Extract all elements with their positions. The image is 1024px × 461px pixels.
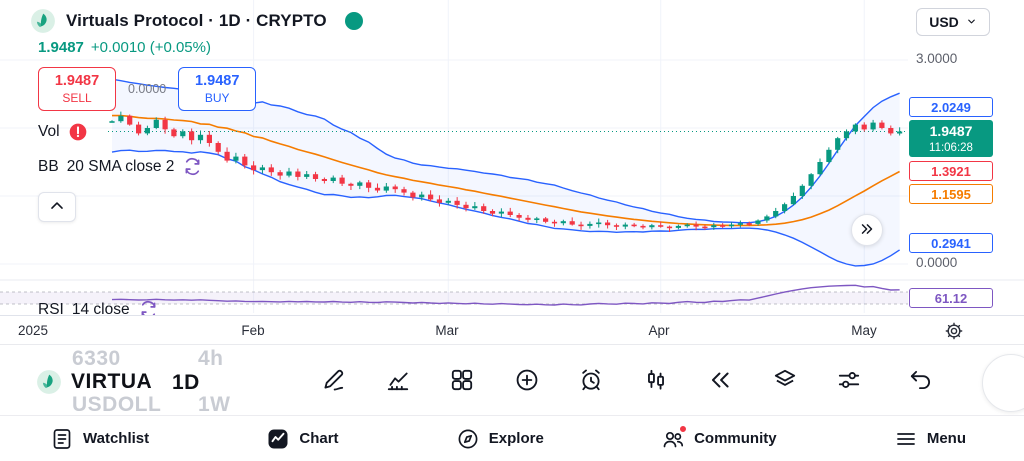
bollinger-legend: BB 20 SMA close 2 — [38, 156, 203, 177]
gear-icon[interactable] — [944, 321, 964, 344]
chart-toolbar: 6330 4h VIRTUA 1D USDOLL 1W — [0, 346, 1024, 416]
trade-buttons: 1.9487 SELL 0.0000 1.9487 BUY — [38, 67, 257, 111]
axis-month-label: Feb — [241, 323, 265, 338]
last-price-label: 1.9487 11:06:28 — [909, 120, 993, 157]
replay-icon[interactable] — [707, 367, 733, 393]
spread-value: 0.0000 — [128, 82, 167, 96]
rsi-legend: RSI 14 close — [38, 299, 159, 320]
axis-year-label: 2025 — [18, 323, 49, 338]
interval-option-below[interactable]: 1W — [198, 393, 231, 416]
volume-legend: Vol — [38, 122, 88, 142]
sell-price: 1.9487 — [54, 73, 100, 90]
rsi-label: RSI — [38, 300, 64, 318]
axis-month-label: May — [851, 323, 877, 338]
bb-params: 20 SMA close 2 — [66, 157, 175, 175]
notification-dot — [679, 424, 688, 433]
last-price: 1.9487 — [38, 39, 84, 56]
leaf-logo-icon — [30, 8, 56, 34]
layout-grid-icon[interactable] — [449, 367, 475, 393]
interval-current-label: 1D — [172, 371, 200, 394]
tool-icon-bar — [320, 367, 862, 393]
floating-button[interactable] — [982, 354, 1024, 412]
scale-max-label: 3.0000 — [916, 51, 958, 66]
menu-icon — [894, 427, 918, 451]
symbol-picker[interactable]: VIRTUA — [36, 369, 152, 395]
compare-icon[interactable] — [642, 367, 669, 393]
nav-chart-label: Chart — [299, 430, 339, 447]
bb-basis-label: 1.1595 — [909, 184, 993, 204]
sell-label: SELL — [62, 90, 92, 105]
price-row: 1.9487 +0.0010 (+0.05%) — [38, 39, 211, 56]
explore-icon — [456, 427, 480, 451]
bb-lower-label: 0.2941 — [909, 233, 993, 253]
nav-chart[interactable]: Chart — [266, 426, 339, 451]
chevron-up-button[interactable] — [38, 192, 76, 222]
currency-value: USD — [929, 14, 959, 30]
scale-min-label: 0.0000 — [916, 255, 958, 270]
buy-button[interactable]: 1.9487 BUY — [178, 67, 257, 111]
leaf-logo-icon — [36, 369, 62, 395]
nav-watchlist[interactable]: Watchlist — [50, 426, 150, 451]
last-price-value: 1.9487 — [929, 123, 973, 139]
volume-label: Vol — [38, 123, 60, 140]
symbol-option-above[interactable]: 6330 — [72, 347, 121, 370]
symbol-option-below[interactable]: USDOLL — [72, 393, 162, 416]
red-level-label: 1.3921 — [909, 161, 993, 181]
symbol-current-label: VIRTUA — [71, 370, 153, 393]
double-chevron-right-icon — [858, 220, 876, 241]
settings-sliders-icon[interactable] — [836, 367, 862, 393]
symbol-header: Virtuals Protocol · 1D · CRYPTO — [30, 8, 363, 34]
axis-month-label: Mar — [435, 323, 459, 338]
bottom-navigation: Watchlist Chart Explore Community — [0, 415, 1024, 461]
countdown-timer: 11:06:28 — [929, 141, 973, 154]
interval-picker[interactable]: 1D — [172, 371, 200, 395]
status-dot-icon — [344, 12, 363, 30]
nav-community[interactable]: Community — [661, 424, 777, 451]
error-icon[interactable] — [68, 122, 88, 142]
rsi-value-label: 61.12 — [909, 288, 993, 308]
nav-watchlist-label: Watchlist — [83, 430, 150, 447]
chevron-up-icon — [47, 196, 67, 219]
price-scale[interactable]: 3.0000 2.0249 1.9487 11:06:28 1.3921 1.1… — [908, 0, 1024, 315]
bb-label: BB — [38, 157, 59, 175]
sync-icon — [182, 156, 203, 177]
bb-upper-label: 2.0249 — [909, 97, 993, 117]
object-tree-icon[interactable] — [771, 367, 798, 393]
go-to-realtime-button[interactable] — [851, 214, 883, 246]
buy-price: 1.9487 — [195, 73, 240, 90]
currency-select[interactable]: USD — [916, 8, 990, 36]
rsi-params: 14 close — [71, 300, 130, 318]
chart-title[interactable]: Virtuals Protocol · 1D · CRYPTO — [66, 11, 327, 30]
buy-label: BUY — [204, 90, 230, 105]
chart-nav-icon — [266, 427, 290, 451]
add-icon[interactable] — [513, 367, 540, 393]
nav-menu[interactable]: Menu — [893, 426, 966, 451]
caret-down-icon — [966, 14, 977, 30]
watchlist-icon — [50, 427, 74, 451]
interval-option-above[interactable]: 4h — [198, 347, 224, 370]
axis-month-label: Apr — [648, 323, 670, 338]
community-icon — [661, 424, 688, 451]
sell-button[interactable]: 1.9487 SELL — [38, 67, 116, 111]
price-change: +0.0010 (+0.05%) — [90, 39, 211, 56]
nav-menu-label: Menu — [926, 430, 966, 447]
drawing-tools-icon[interactable] — [320, 367, 346, 393]
nav-explore-label: Explore — [488, 430, 544, 447]
undo-icon[interactable] — [908, 367, 934, 393]
indicators-icon[interactable] — [384, 367, 411, 393]
alert-icon[interactable] — [578, 367, 604, 393]
candlestick-chart[interactable] — [0, 0, 1024, 315]
time-axis[interactable]: 2025 Feb Mar Apr May — [0, 315, 1024, 345]
nav-community-label: Community — [694, 430, 777, 447]
nav-explore[interactable]: Explore — [455, 426, 544, 451]
chart-region: Virtuals Protocol · 1D · CRYPTO 1.9487 +… — [0, 0, 1024, 319]
